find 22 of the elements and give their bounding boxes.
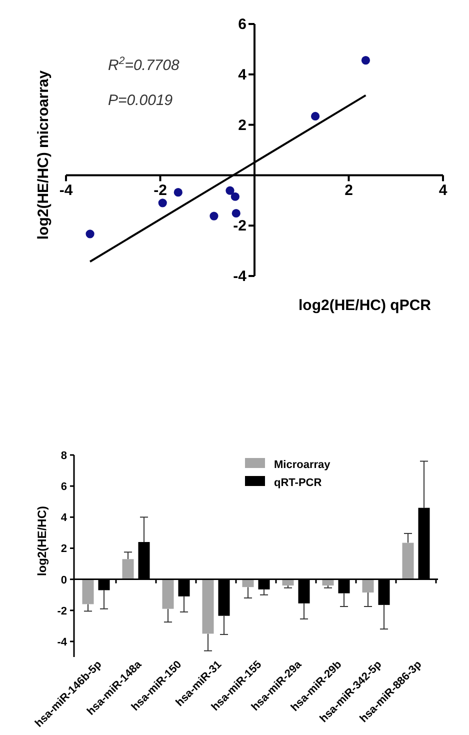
y-tick-label: -4 bbox=[57, 636, 68, 648]
y-tick-label: 4 bbox=[60, 512, 68, 524]
y-tick-label: 6 bbox=[238, 16, 246, 33]
y-tick-label: 0 bbox=[60, 574, 67, 586]
y-tick-label: 2 bbox=[60, 543, 67, 556]
y-tick-label: 6 bbox=[60, 481, 67, 494]
legend-label: qRT-PCR bbox=[274, 477, 322, 489]
y-axis-title: log2(HE/HC) bbox=[35, 506, 49, 576]
x-axis-title: log2(HE/HC) qPCR bbox=[298, 297, 432, 314]
y-tick-label: 2 bbox=[238, 116, 246, 134]
y-tick-label: -2 bbox=[233, 218, 246, 235]
x-tick-label: -2 bbox=[154, 182, 167, 200]
y-axis-title: log2(HE/HC) microarray bbox=[35, 70, 52, 240]
legend-label: Microarray bbox=[274, 459, 332, 471]
y-tick-label: 4 bbox=[238, 66, 248, 84]
annotation: R$^{2}$=0.7708 bbox=[108, 55, 180, 74]
x-tick-label: 4 bbox=[438, 182, 448, 200]
y-tick-label: 8 bbox=[60, 450, 67, 462]
y-tick-label: -2 bbox=[57, 605, 67, 618]
x-tick-label: 2 bbox=[344, 182, 353, 200]
y-tick-label: -4 bbox=[233, 268, 248, 285]
annotation: P=0.0019 bbox=[108, 92, 174, 109]
